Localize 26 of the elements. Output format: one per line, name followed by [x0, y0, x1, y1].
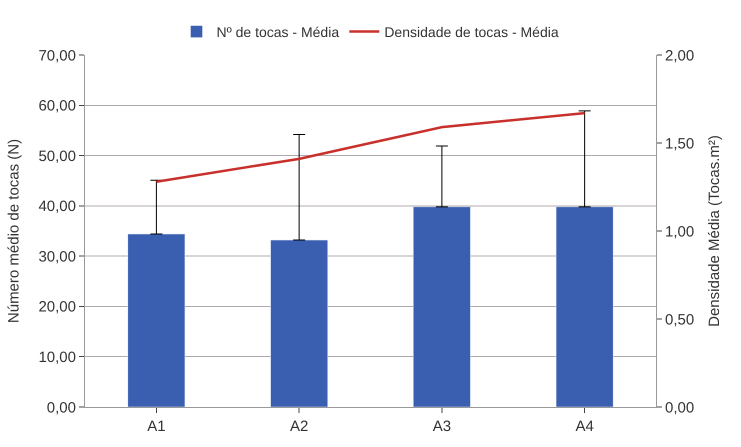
- legend-label: Nº de tocas - Média: [216, 24, 340, 40]
- y-tick-label: 70,00: [38, 47, 76, 64]
- y2-tick-label: 1,00: [665, 223, 694, 240]
- y2-tick-label: 1,50: [665, 135, 694, 152]
- y-axis-title: Número médio de tocas (N): [6, 138, 23, 324]
- x-tick-label: A2: [290, 418, 308, 435]
- y2-tick-label: 0,50: [665, 311, 694, 328]
- y-tick-label: 20,00: [38, 298, 76, 316]
- x-tick-label: A1: [147, 418, 166, 435]
- line-series: [155, 112, 586, 183]
- x-tick-label: A3: [432, 418, 452, 435]
- bar: [556, 206, 614, 407]
- y-tick-label: 0,00: [46, 399, 76, 416]
- x-tick-label: A4: [575, 418, 594, 435]
- y-tick-label: 10,00: [38, 348, 76, 366]
- y-tick-label: 60,00: [38, 98, 76, 115]
- y2-tick-label: 2,00: [665, 47, 694, 64]
- y2-tick-label: 0,00: [665, 399, 694, 416]
- y2-axis-title: Densidade Média (Tocas.m²): [706, 135, 724, 327]
- y-tick-label: 30,00: [38, 248, 76, 266]
- bar: [128, 234, 186, 407]
- bar: [270, 240, 328, 407]
- legend-label: Densidade de tocas - Média: [384, 24, 559, 40]
- bar: [413, 206, 471, 407]
- y-tick-label: 40,00: [38, 198, 76, 216]
- y-tick-label: 50,00: [38, 148, 76, 165]
